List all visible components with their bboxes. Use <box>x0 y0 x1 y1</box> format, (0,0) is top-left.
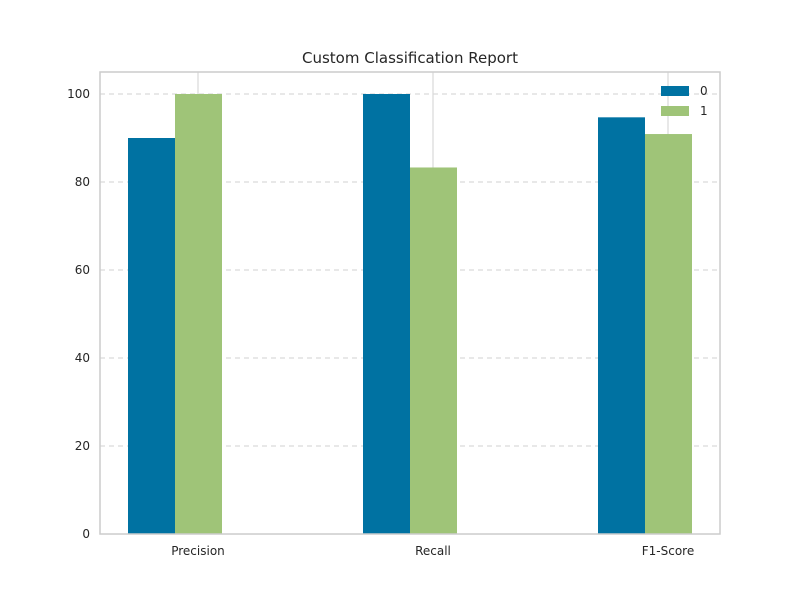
y-tick-label: 40 <box>75 351 90 365</box>
legend-label-1: 1 <box>700 104 708 118</box>
y-tick-label: 100 <box>67 87 90 101</box>
legend-label-0: 0 <box>700 84 708 98</box>
bar-f1-score-series-1 <box>645 134 692 535</box>
y-tick-label: 60 <box>75 263 90 277</box>
bar-recall-series-1 <box>410 167 457 535</box>
x-tick-label: Precision <box>171 544 225 558</box>
y-tick-label: 80 <box>75 175 90 189</box>
legend-swatch-1 <box>661 106 689 116</box>
chart-title: Custom Classification Report <box>302 49 518 67</box>
bar-f1-score-series-0 <box>598 117 645 534</box>
bar-precision-series-1 <box>175 94 222 534</box>
x-tick-label: Recall <box>415 544 451 558</box>
legend-swatch-0 <box>661 86 689 96</box>
x-tick-label: F1-Score <box>642 544 694 558</box>
y-tick-label: 0 <box>82 527 90 541</box>
bar-precision-series-0 <box>128 138 175 534</box>
y-tick-label: 20 <box>75 439 90 453</box>
bar-recall-series-0 <box>363 94 410 534</box>
plot-frame <box>99 71 721 535</box>
plot-area: 0 20 40 60 80 100 Precision Recall F1-Score 0 1 <box>67 71 721 558</box>
